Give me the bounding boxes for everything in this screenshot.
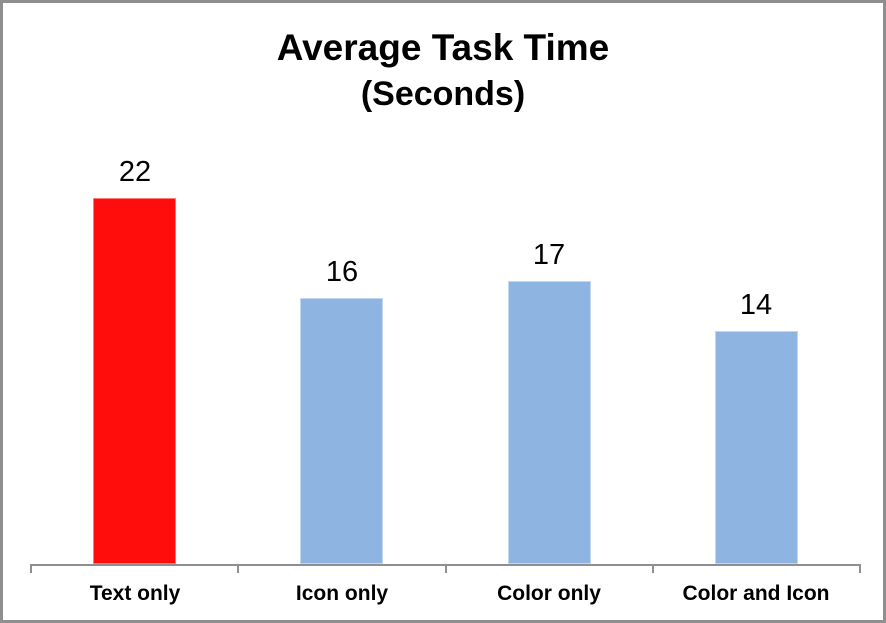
plot-area: 22 Text only 16 Icon only 17 Color only 14 Colo…: [3, 3, 883, 620]
bar-text-only: [93, 198, 176, 564]
x-axis-category-label: Icon only: [295, 582, 389, 605]
x-axis-tick: [30, 564, 32, 573]
bar-value-label: 16: [325, 256, 359, 288]
bar-color-only: [508, 281, 591, 564]
bar-value-label: 14: [739, 289, 773, 321]
x-axis-category-label: Color only: [497, 582, 601, 605]
x-axis-category-label: Text only: [89, 582, 181, 605]
x-axis-tick: [859, 564, 861, 573]
bar-value-label: 17: [532, 239, 566, 271]
bar-value-label: 22: [118, 156, 152, 188]
x-axis-tick: [445, 564, 447, 573]
bar-color-and-icon: [715, 331, 798, 564]
x-axis-tick: [652, 564, 654, 573]
x-axis-tick: [237, 564, 239, 573]
bar-icon-only: [300, 298, 383, 564]
x-axis-category-label: Color and Icon: [682, 582, 830, 605]
